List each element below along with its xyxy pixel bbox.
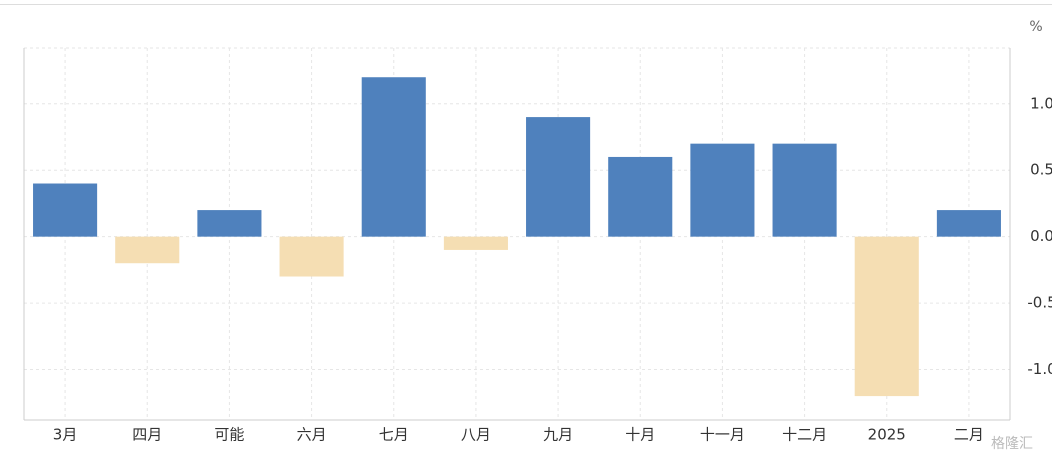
x-tick-label: 可能 [214, 426, 244, 444]
bar [608, 156, 673, 237]
x-tick-label: 八月 [461, 426, 491, 444]
bar [33, 183, 98, 237]
watermark: 格隆汇 [991, 436, 1033, 452]
bar [690, 143, 755, 237]
x-tick-label: 六月 [297, 426, 327, 444]
x-tick-label: 四月 [132, 426, 162, 444]
bar [115, 236, 180, 264]
x-tick-label: 九月 [543, 426, 573, 444]
x-tick-label: 十月 [625, 426, 655, 444]
x-tick-label: 二月 [954, 426, 984, 444]
bar [361, 77, 426, 237]
bar [854, 236, 919, 397]
y-tick-label: -1.0 [1027, 360, 1052, 378]
x-tick-label: 十二月 [782, 426, 827, 444]
bar [526, 117, 591, 237]
x-tick-label: 2025 [868, 426, 906, 444]
bar [936, 210, 1001, 237]
y-tick-label: 0.5 [1030, 161, 1052, 179]
y-tick-label: 0.0 [1030, 227, 1052, 245]
bar [197, 210, 262, 237]
y-unit: % [1029, 19, 1042, 35]
x-tick-label: 十一月 [700, 426, 745, 444]
y-tick-label: 1.0 [1030, 94, 1052, 112]
x-tick-label: 七月 [379, 426, 409, 444]
x-tick-label: 3月 [53, 426, 78, 444]
bar [279, 236, 344, 277]
bar [772, 143, 837, 237]
y-tick-label: -0.5 [1027, 294, 1052, 312]
bar [443, 236, 508, 250]
